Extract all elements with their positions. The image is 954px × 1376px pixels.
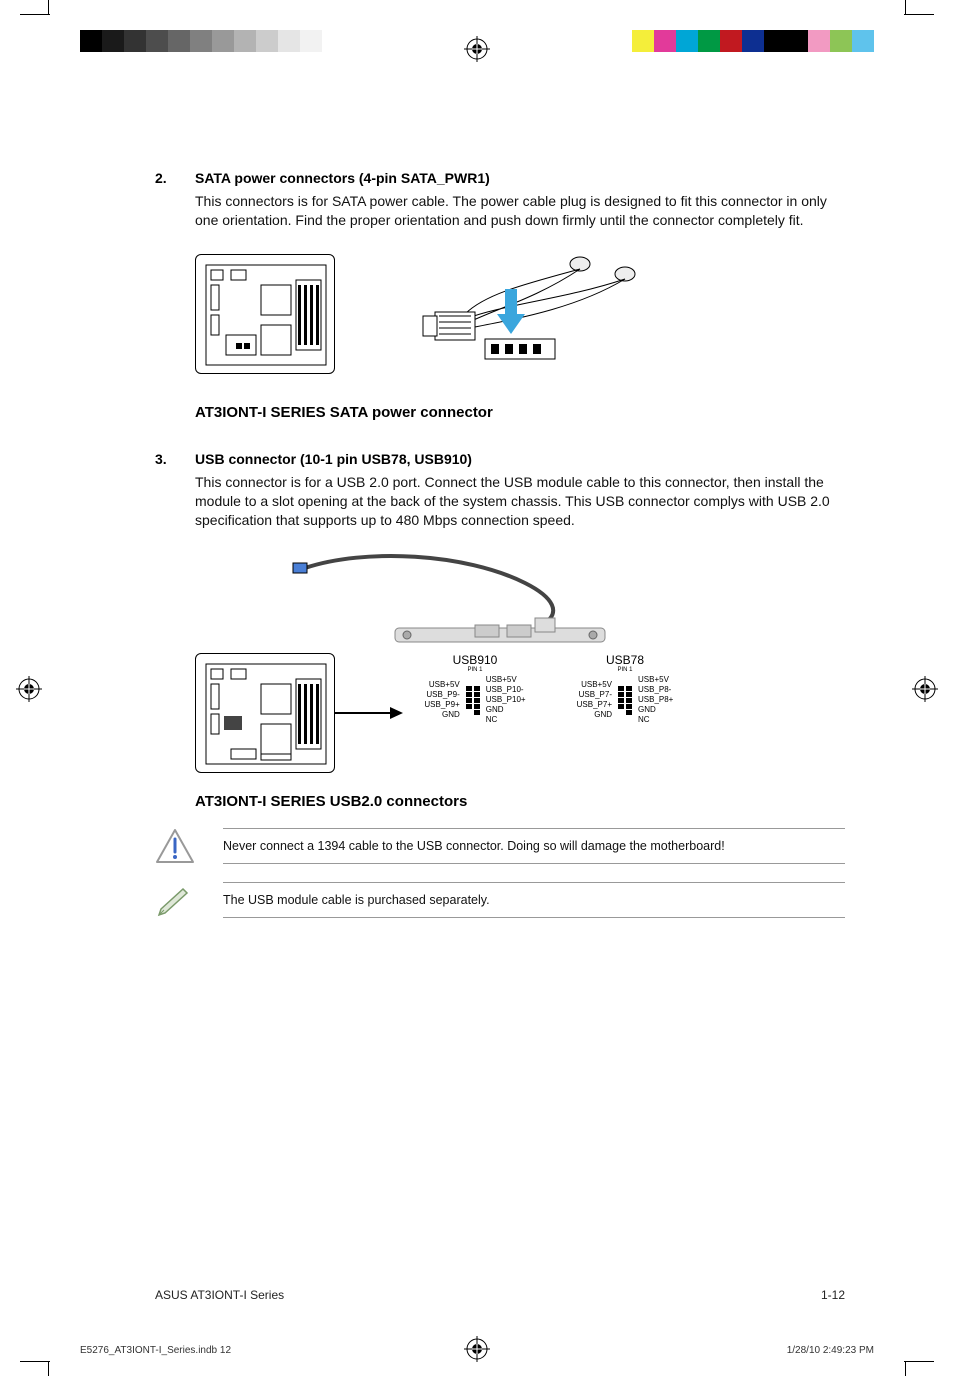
swatch <box>764 30 786 52</box>
pointer-arrow-icon <box>335 703 405 723</box>
sata-figure-caption: AT3IONT-I SERIES SATA power connector <box>195 404 845 421</box>
sata-connector-figure <box>195 244 845 394</box>
pin-label: USB+5V <box>486 675 526 685</box>
swatch <box>698 30 720 52</box>
pin-label: USB_P10+ <box>486 695 526 705</box>
usb78-label: USB78 <box>555 653 695 667</box>
swatch <box>632 30 654 52</box>
pencil-note-icon <box>155 883 195 917</box>
crop-mark-bl <box>0 1326 50 1376</box>
warning-icon <box>155 828 195 864</box>
section-2-body: This connectors is for SATA power cable.… <box>195 192 845 230</box>
warning-note: Never connect a 1394 cable to the USB co… <box>155 828 845 864</box>
swatch <box>676 30 698 52</box>
usb78-pin1: PIN 1 <box>555 667 695 673</box>
pin-label: NC <box>638 715 673 725</box>
usb-cable-figure <box>195 543 845 653</box>
swatch <box>234 30 256 52</box>
registration-mark-right-icon <box>912 676 938 702</box>
swatch <box>344 30 366 52</box>
footer-page-number: 1-12 <box>821 1288 845 1302</box>
footer-product: ASUS AT3IONT-I Series <box>155 1288 284 1302</box>
print-slug: E5276_AT3IONT-I_Series.indb 12 1/28/10 2… <box>80 1345 874 1356</box>
swatch <box>786 30 808 52</box>
swatch <box>102 30 124 52</box>
pin-label: NC <box>486 715 526 725</box>
page-content: 2. SATA power connectors (4-pin SATA_PWR… <box>155 170 845 918</box>
usb910-right-labels: USB+5VUSB_P10-USB_P10+GNDNC <box>486 675 526 725</box>
usb78-left-labels: USB+5VUSB_P7-USB_P7+GND <box>577 680 612 720</box>
swatch <box>852 30 874 52</box>
crop-mark-tl <box>0 0 50 50</box>
usb910-label: USB910 <box>405 653 545 667</box>
pin-label: USB_P9+ <box>424 700 459 710</box>
page-footer: ASUS AT3IONT-I Series 1-12 <box>155 1288 845 1302</box>
pin-label: USB_P8- <box>638 685 673 695</box>
info-note: The USB module cable is purchased separa… <box>155 882 845 918</box>
crop-mark-br <box>904 1326 954 1376</box>
swatch <box>278 30 300 52</box>
usb910-pin1: PIN 1 <box>405 667 545 673</box>
section-2-title: SATA power connectors (4-pin SATA_PWR1) <box>195 170 490 186</box>
usb-figure-caption: AT3IONT-I SERIES USB2.0 connectors <box>195 793 845 810</box>
usb78-right-labels: USB+5VUSB_P8-USB_P8+GNDNC <box>638 675 673 725</box>
usb-cable-drawing-icon <box>285 543 645 653</box>
slug-timestamp: 1/28/10 2:49:23 PM <box>787 1345 874 1356</box>
section-3-body: This connector is for a USB 2.0 port. Co… <box>195 473 845 530</box>
motherboard-diagram-icon <box>195 254 335 374</box>
swatch <box>322 30 344 52</box>
pin-label: USB_P8+ <box>638 695 673 705</box>
section-3-heading: 3. USB connector (10-1 pin USB78, USB910… <box>155 451 845 467</box>
usb-connector-figure: USB910 PIN 1 USB+5VUSB_P9-USB_P9+GND USB… <box>195 653 845 783</box>
swatch <box>808 30 830 52</box>
pin-label: GND <box>638 705 673 715</box>
grayscale-colorbar <box>80 30 366 52</box>
swatch <box>300 30 322 52</box>
swatch <box>654 30 676 52</box>
swatch <box>190 30 212 52</box>
registration-mark-left-icon <box>16 676 42 702</box>
pin-label: USB_P9- <box>424 690 459 700</box>
info-note-text: The USB module cable is purchased separa… <box>223 893 845 907</box>
cmyk-colorbar <box>632 30 874 52</box>
swatch <box>830 30 852 52</box>
usb78-header-icon <box>615 686 635 715</box>
pin-label: GND <box>486 705 526 715</box>
sata-cable-drawing-icon <box>365 244 645 374</box>
usb78-pinout: USB78 PIN 1 USB+5VUSB_P7-USB_P7+GND USB+… <box>555 653 695 725</box>
warning-note-text: Never connect a 1394 cable to the USB co… <box>223 839 845 853</box>
pin-label: USB+5V <box>424 680 459 690</box>
pin-label: GND <box>424 710 459 720</box>
section-2-heading: 2. SATA power connectors (4-pin SATA_PWR… <box>155 170 845 186</box>
usb910-left-labels: USB+5VUSB_P9-USB_P9+GND <box>424 680 459 720</box>
pin-label: USB_P7+ <box>577 700 612 710</box>
swatch <box>720 30 742 52</box>
motherboard-diagram-usb-icon <box>195 653 335 773</box>
usb910-header-icon <box>463 686 483 715</box>
swatch <box>256 30 278 52</box>
swatch <box>742 30 764 52</box>
swatch <box>168 30 190 52</box>
pin-label: USB_P7- <box>577 690 612 700</box>
usb910-pinout: USB910 PIN 1 USB+5VUSB_P9-USB_P9+GND USB… <box>405 653 545 725</box>
swatch <box>212 30 234 52</box>
pin-label: GND <box>577 710 612 720</box>
swatch <box>124 30 146 52</box>
crop-mark-tr <box>904 0 954 50</box>
pin-label: USB_P10- <box>486 685 526 695</box>
section-2-number: 2. <box>155 170 195 186</box>
pin-label: USB+5V <box>577 680 612 690</box>
slug-filename: E5276_AT3IONT-I_Series.indb 12 <box>80 1345 231 1356</box>
section-3-number: 3. <box>155 451 195 467</box>
registration-mark-top-icon <box>464 36 490 62</box>
swatch <box>80 30 102 52</box>
pin-label: USB+5V <box>638 675 673 685</box>
swatch <box>146 30 168 52</box>
section-3-title: USB connector (10-1 pin USB78, USB910) <box>195 451 472 467</box>
